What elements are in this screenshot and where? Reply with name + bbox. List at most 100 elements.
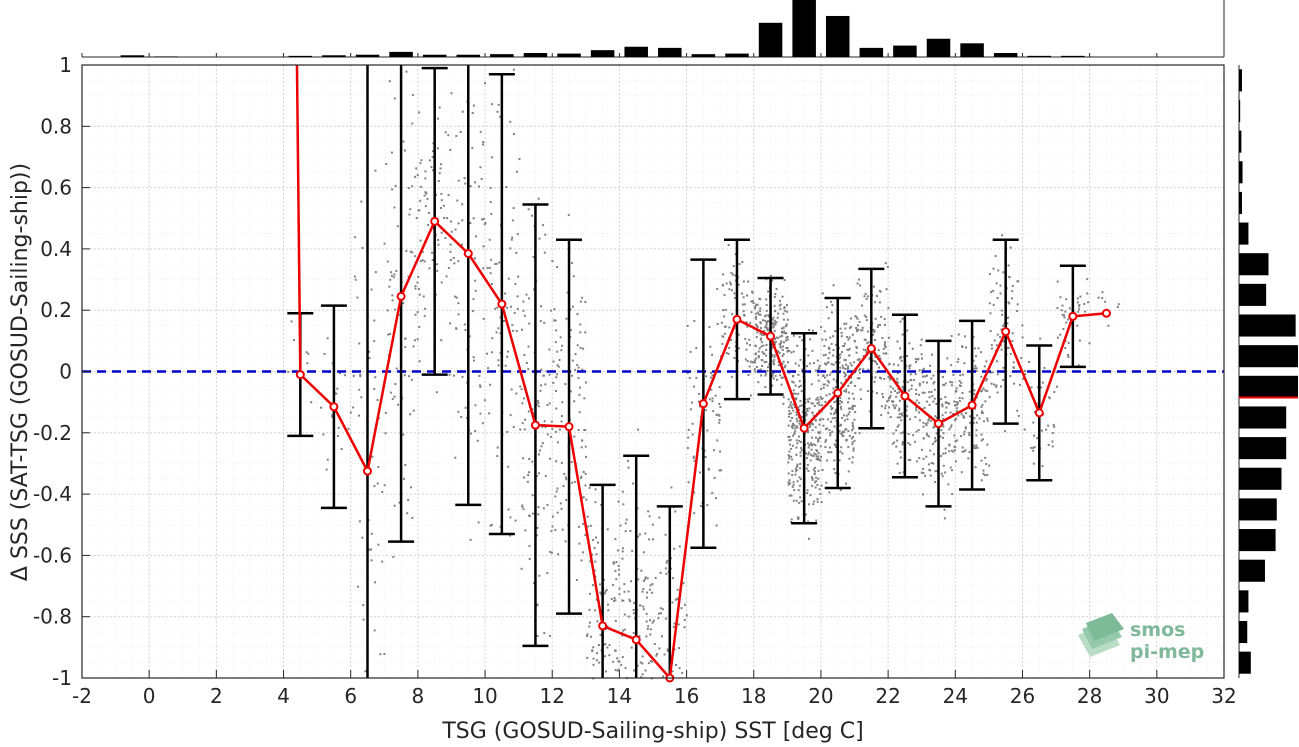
- scatter-point: [322, 433, 325, 436]
- scatter-point: [846, 418, 849, 421]
- scatter-point: [855, 316, 858, 319]
- scatter-point: [806, 398, 809, 401]
- scatter-point: [538, 574, 541, 577]
- axes-frame: [81, 64, 1225, 679]
- scatter-point: [711, 353, 714, 356]
- scatter-point: [755, 317, 758, 320]
- scatter-point: [835, 400, 838, 403]
- scatter-point: [647, 510, 650, 513]
- scatter-point: [658, 516, 661, 519]
- x-tick-label: 10: [472, 684, 497, 708]
- scatter-point: [927, 419, 930, 422]
- scatter-point: [615, 561, 618, 564]
- scatter-point: [940, 472, 943, 475]
- scatter-point: [844, 367, 847, 370]
- scatter-point: [915, 388, 918, 391]
- scatter-point: [838, 429, 841, 432]
- scatter-point: [843, 419, 846, 422]
- scatter-point: [865, 315, 868, 318]
- scatter-point: [834, 330, 837, 333]
- scatter-point: [949, 426, 952, 429]
- top-hist-bar: [1061, 55, 1085, 57]
- scatter-point: [743, 314, 746, 317]
- scatter-point: [821, 374, 824, 377]
- scatter-point: [510, 305, 513, 308]
- scatter-point: [695, 347, 698, 350]
- scatter-point: [750, 300, 753, 303]
- scatter-point: [683, 618, 686, 621]
- top-hist-bar: [389, 51, 413, 57]
- scatter-point: [974, 446, 977, 449]
- scatter-point: [773, 310, 776, 313]
- scatter-point: [934, 439, 937, 442]
- scatter-point: [784, 364, 787, 367]
- scatter-point: [758, 347, 761, 350]
- scatter-point: [560, 349, 563, 352]
- scatter-point: [548, 402, 551, 405]
- scatter-point: [1052, 423, 1055, 426]
- scatter-point: [910, 388, 913, 391]
- scatter-point: [923, 391, 926, 394]
- scatter-point: [506, 430, 509, 433]
- scatter-point: [839, 489, 842, 492]
- scatter-point: [1059, 296, 1062, 299]
- scatter-point: [843, 322, 846, 325]
- scatter-point: [848, 336, 851, 339]
- scatter-point: [393, 206, 396, 209]
- scatter-point: [390, 271, 393, 274]
- scatter-point: [681, 671, 684, 674]
- scatter-point: [851, 392, 854, 395]
- scatter-point: [817, 469, 820, 472]
- scatter-point: [884, 404, 887, 407]
- scatter-point: [975, 444, 978, 447]
- scatter-point: [495, 262, 498, 265]
- scatter-point: [980, 412, 983, 415]
- scatter-point: [562, 484, 565, 487]
- scatter-point: [917, 429, 920, 432]
- scatter-point: [632, 612, 635, 615]
- scatter-point: [623, 590, 626, 593]
- scatter-point: [665, 561, 668, 564]
- scatter-point: [815, 458, 818, 461]
- scatter-point: [479, 130, 482, 133]
- mean-marker: [631, 635, 641, 645]
- scatter-point: [549, 435, 552, 438]
- scatter-point: [436, 269, 439, 272]
- scatter-point: [540, 368, 543, 371]
- scatter-point: [511, 236, 514, 239]
- scatter-point: [957, 414, 960, 417]
- scatter-point: [550, 420, 553, 423]
- scatter-point: [765, 298, 768, 301]
- scatter-point: [510, 388, 513, 391]
- scatter-point: [759, 313, 762, 316]
- scatter-point: [980, 459, 983, 462]
- scatter-point: [781, 354, 784, 357]
- scatter-point: [418, 111, 421, 114]
- scatter-point: [899, 450, 902, 453]
- scatter-point: [472, 298, 475, 301]
- scatter-point: [923, 406, 926, 409]
- scatter-point: [523, 354, 526, 357]
- scatter-point: [461, 243, 464, 246]
- scatter-point: [773, 304, 776, 307]
- scatter-point: [320, 406, 323, 409]
- scatter-point: [440, 199, 443, 202]
- scatter-point: [705, 375, 708, 378]
- scatter-point: [930, 377, 933, 380]
- x-tick-label: 18: [741, 684, 766, 708]
- scatter-point: [1023, 370, 1026, 373]
- scatter-point: [651, 523, 654, 526]
- scatter-point: [516, 295, 519, 298]
- scatter-point: [574, 480, 577, 483]
- scatter-point: [750, 311, 753, 314]
- scatter-point: [706, 429, 709, 432]
- scatter-point: [488, 238, 491, 241]
- mean-marker: [698, 399, 708, 409]
- scatter-point: [755, 357, 758, 360]
- scatter-point: [950, 384, 953, 387]
- scatter-point: [980, 375, 983, 378]
- scatter-point: [648, 515, 651, 518]
- scatter-point: [1002, 366, 1005, 369]
- scatter-point: [393, 395, 396, 398]
- scatter-point: [827, 451, 830, 454]
